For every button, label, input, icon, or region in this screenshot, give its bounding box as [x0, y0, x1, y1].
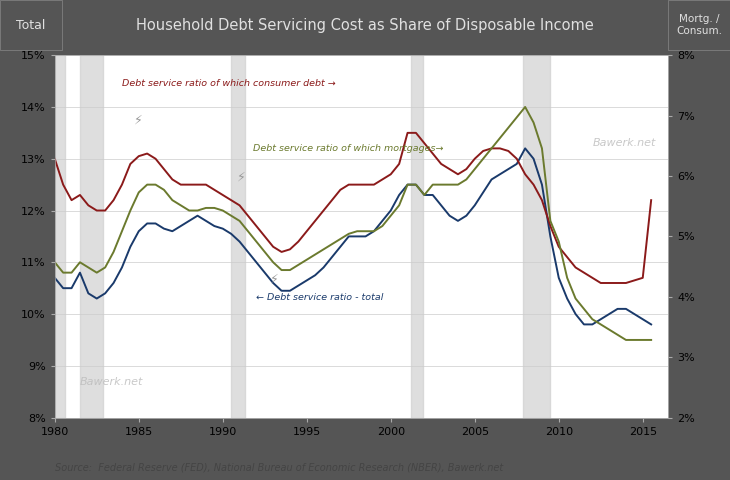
Bar — [55, 55, 65, 418]
Bar — [523, 55, 550, 418]
Text: ⚡: ⚡ — [270, 272, 279, 285]
Text: Total: Total — [16, 19, 46, 32]
Text: ← Debt service ratio - total: ← Debt service ratio - total — [256, 293, 384, 302]
Bar — [231, 55, 245, 418]
FancyBboxPatch shape — [668, 0, 730, 50]
Text: Bawerk.net: Bawerk.net — [80, 376, 143, 386]
Text: Household Debt Servicing Cost as Share of Disposable Income: Household Debt Servicing Cost as Share o… — [136, 18, 594, 33]
Text: Debt service ratio of which mortgages→: Debt service ratio of which mortgages→ — [253, 144, 444, 153]
Bar — [411, 55, 423, 418]
Text: Source:  Federal Reserve (FED), National Bureau of Economic Research (NBER), Baw: Source: Federal Reserve (FED), National … — [55, 462, 503, 472]
Text: Debt service ratio of which consumer debt →: Debt service ratio of which consumer deb… — [122, 79, 336, 88]
FancyBboxPatch shape — [0, 0, 62, 50]
Text: ⚡: ⚡ — [134, 113, 143, 126]
Bar — [80, 55, 104, 418]
Text: ⚡: ⚡ — [237, 170, 245, 183]
Text: Mortg. /
Consum.: Mortg. / Consum. — [676, 14, 722, 36]
Text: Bawerk.net: Bawerk.net — [592, 138, 656, 148]
